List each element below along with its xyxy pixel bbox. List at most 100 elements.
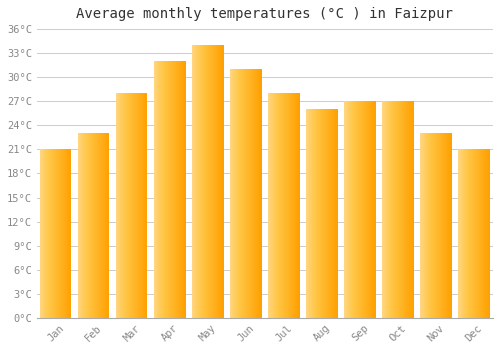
Bar xyxy=(123,93,124,318)
Bar xyxy=(61,149,62,318)
Bar xyxy=(335,109,336,318)
Bar xyxy=(245,69,246,318)
Bar xyxy=(133,93,134,318)
Bar xyxy=(369,101,370,318)
Bar xyxy=(421,133,422,318)
Bar xyxy=(71,149,72,318)
Bar xyxy=(68,149,69,318)
Bar xyxy=(156,61,157,318)
Bar xyxy=(154,61,155,318)
Bar xyxy=(209,45,210,318)
Bar xyxy=(411,101,412,318)
Bar xyxy=(487,149,488,318)
Bar xyxy=(90,133,92,318)
Bar xyxy=(65,149,66,318)
Bar xyxy=(171,61,172,318)
Bar xyxy=(484,149,485,318)
Bar xyxy=(56,149,57,318)
Bar xyxy=(426,133,427,318)
Bar xyxy=(232,69,233,318)
Bar xyxy=(178,61,179,318)
Bar xyxy=(336,109,337,318)
Bar xyxy=(166,61,167,318)
Bar xyxy=(348,101,349,318)
Bar xyxy=(395,101,396,318)
Bar xyxy=(330,109,331,318)
Bar xyxy=(87,133,88,318)
Bar xyxy=(357,101,358,318)
Bar xyxy=(431,133,432,318)
Bar xyxy=(405,101,406,318)
Bar xyxy=(360,101,361,318)
Bar xyxy=(253,69,254,318)
Bar xyxy=(83,133,84,318)
Bar xyxy=(55,149,56,318)
Bar xyxy=(59,149,60,318)
Bar xyxy=(315,109,316,318)
Bar xyxy=(127,93,128,318)
Bar xyxy=(447,133,448,318)
Bar xyxy=(350,101,351,318)
Bar xyxy=(471,149,472,318)
Bar xyxy=(443,133,444,318)
Bar xyxy=(346,101,347,318)
Bar xyxy=(257,69,258,318)
Bar xyxy=(465,149,466,318)
Bar xyxy=(134,93,135,318)
Bar xyxy=(93,133,94,318)
Bar xyxy=(445,133,446,318)
Bar xyxy=(386,101,387,318)
Bar xyxy=(214,45,215,318)
Bar xyxy=(198,45,199,318)
Bar xyxy=(216,45,218,318)
Bar xyxy=(423,133,424,318)
Bar xyxy=(472,149,473,318)
Bar xyxy=(177,61,178,318)
Bar xyxy=(451,133,452,318)
Bar xyxy=(486,149,487,318)
Bar xyxy=(241,69,242,318)
Bar xyxy=(390,101,391,318)
Bar xyxy=(95,133,96,318)
Bar xyxy=(173,61,174,318)
Bar xyxy=(255,69,256,318)
Bar xyxy=(298,93,299,318)
Bar xyxy=(62,149,63,318)
Bar xyxy=(50,149,51,318)
Bar xyxy=(218,45,219,318)
Bar xyxy=(47,149,48,318)
Bar xyxy=(242,69,243,318)
Bar xyxy=(120,93,121,318)
Bar xyxy=(96,133,97,318)
Bar xyxy=(183,61,184,318)
Bar xyxy=(206,45,207,318)
Bar xyxy=(449,133,450,318)
Bar xyxy=(216,45,217,318)
Bar xyxy=(276,93,277,318)
Bar xyxy=(488,149,489,318)
Bar xyxy=(119,93,120,318)
Bar xyxy=(259,69,260,318)
Bar xyxy=(145,93,146,318)
Bar xyxy=(52,149,54,318)
Bar xyxy=(131,93,132,318)
Bar xyxy=(371,101,372,318)
Bar xyxy=(436,133,437,318)
Bar xyxy=(258,69,259,318)
Bar xyxy=(292,93,293,318)
Bar xyxy=(389,101,390,318)
Bar xyxy=(280,93,281,318)
Bar xyxy=(464,149,465,318)
Bar xyxy=(480,149,481,318)
Bar xyxy=(284,93,285,318)
Bar xyxy=(283,93,284,318)
Bar xyxy=(306,109,307,318)
Bar xyxy=(407,101,408,318)
Bar xyxy=(349,101,350,318)
Bar xyxy=(364,101,365,318)
Bar xyxy=(428,133,430,318)
Bar xyxy=(184,61,185,318)
Bar xyxy=(461,149,462,318)
Bar xyxy=(172,61,173,318)
Bar xyxy=(425,133,426,318)
